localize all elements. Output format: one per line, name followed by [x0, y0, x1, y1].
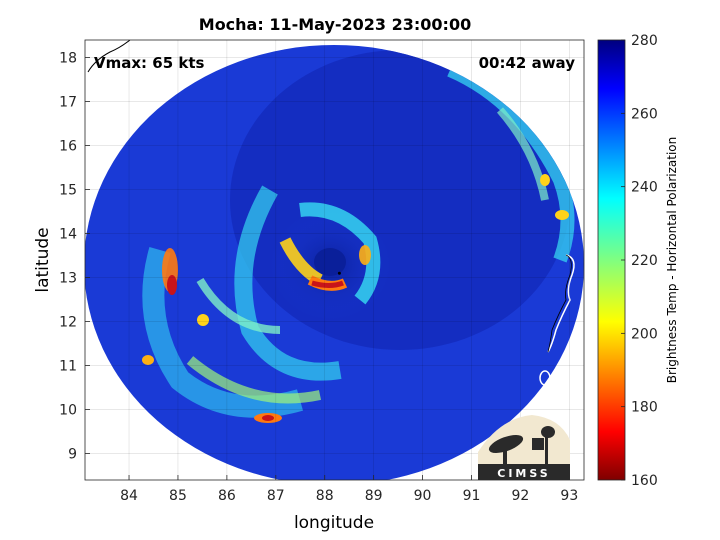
y-tick-label: 18 — [59, 51, 77, 67]
x-tick-label: 88 — [316, 488, 334, 504]
chart-title: Mocha: 11-May-2023 23:00:00 — [199, 15, 471, 34]
x-tick-label: 89 — [365, 488, 383, 504]
y-tick-label: 17 — [59, 95, 77, 111]
colorbar-label: Brightness Temp - Horizontal Polarizatio… — [665, 137, 679, 384]
x-tick-label: 87 — [267, 488, 285, 504]
y-tick-label: 10 — [59, 403, 77, 419]
colorbar-tick-label: 280 — [631, 33, 658, 49]
cimss-logo: CIMSS — [478, 415, 570, 480]
y-axis-label: latitude — [33, 227, 53, 292]
colorbar-tick-label: 220 — [631, 253, 658, 269]
y-tick-label: 13 — [59, 271, 77, 287]
colorbar-tick-label: 180 — [631, 400, 658, 416]
x-tick-label: 93 — [560, 488, 578, 504]
y-tick-label: 11 — [59, 359, 77, 375]
x-tick-label: 92 — [511, 488, 529, 504]
x-tick-label: 85 — [169, 488, 187, 504]
y-axis-ticks: 9 10 11 12 13 14 15 16 17 18 — [59, 51, 90, 463]
colorbar-ticks: 160 180 200 220 240 260 280 — [621, 33, 658, 489]
y-tick-label: 9 — [68, 447, 77, 463]
logo-text: CIMSS — [497, 467, 550, 480]
x-tick-label: 91 — [463, 488, 481, 504]
y-tick-label: 14 — [59, 227, 77, 243]
x-axis-label: longitude — [294, 513, 374, 533]
colorbar — [597, 39, 626, 481]
storm-center-marker — [337, 271, 341, 275]
x-tick-label: 90 — [414, 488, 432, 504]
colorbar-tick-label: 160 — [631, 473, 658, 489]
y-tick-label: 15 — [59, 183, 77, 199]
vmax-annotation: Vmax: 65 kts — [94, 54, 204, 72]
x-axis-ticks: 84 85 86 87 88 89 90 91 92 93 — [120, 475, 578, 504]
x-tick-label: 86 — [218, 488, 236, 504]
y-tick-label: 12 — [59, 315, 77, 331]
colorbar-tick-label: 240 — [631, 180, 658, 196]
plot-frame — [84, 39, 585, 481]
brightness-temperature-swath — [85, 40, 584, 480]
colorbar-tick-label: 200 — [631, 326, 658, 342]
y-tick-label: 16 — [59, 139, 77, 155]
colorbar-tick-label: 260 — [631, 106, 658, 122]
x-tick-label: 84 — [120, 488, 138, 504]
time-away-annotation: 00:42 away — [479, 54, 576, 72]
grid-lines — [85, 40, 584, 480]
